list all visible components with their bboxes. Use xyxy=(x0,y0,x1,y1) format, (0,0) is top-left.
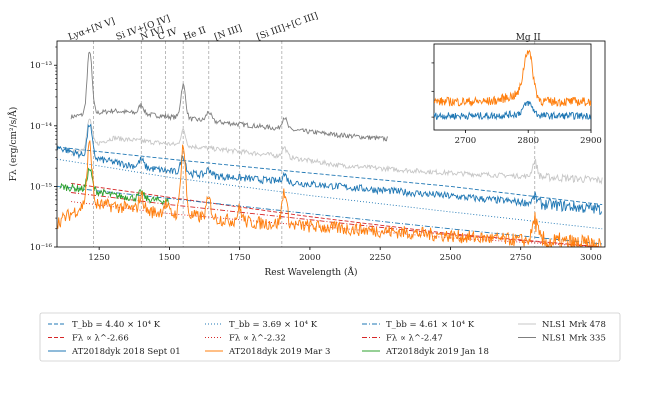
inset-series-group xyxy=(434,49,591,121)
legend-label-3: T_bb = 3.69 × 10⁴ K xyxy=(229,320,318,330)
series-group xyxy=(57,51,603,247)
legend: T_bb = 4.40 × 10⁴ K Fλ ∝ λ^-2.66 AT2018dyk… xyxy=(39,312,621,362)
x-tick-label: 2250 xyxy=(369,253,391,263)
y-tick-label: 10⁻¹⁵ xyxy=(30,182,53,192)
y-tick-label: 10⁻¹⁴ xyxy=(30,122,53,132)
legend-label-6: T_bb = 4.61 × 10⁴ K xyxy=(386,320,475,330)
inset-plot-area: 2700 2800 2900 Mg II xyxy=(431,33,602,146)
x-tick-label: 1750 xyxy=(229,253,251,263)
model-line-5 xyxy=(57,146,603,206)
legend-label-4: Fλ ∝ λ^-2.32 xyxy=(229,334,286,344)
spectrum-line-0 xyxy=(57,123,603,215)
x-tick-label: 1500 xyxy=(159,253,181,263)
legend-label-10: NLS1 Mrk 335 xyxy=(542,334,606,344)
main-plot-area: 1250 1500 1750 2000 2250 2500 2750 3000 10⁻¹⁶ 10⁻… xyxy=(7,11,606,278)
x-tick-label: 2750 xyxy=(510,253,532,263)
legend-label-1: Fλ ∝ λ^-2.66 xyxy=(72,334,129,344)
line-label: He II xyxy=(182,25,208,42)
y-tick-label: 10⁻¹⁶ xyxy=(30,243,53,253)
inset-x-tick-label: 2800 xyxy=(517,136,539,146)
inset-x-tick-label: 2700 xyxy=(455,136,477,146)
x-tick-label: 1250 xyxy=(88,253,110,263)
x-tick-label: 3000 xyxy=(580,253,602,263)
spectrum-line-4 xyxy=(70,51,388,142)
spectrum-line-1 xyxy=(57,140,602,247)
x-axis-label: Rest Wavelength (Å) xyxy=(264,266,357,278)
legend-box xyxy=(39,312,621,362)
x-tick-label: 2000 xyxy=(299,253,321,263)
legend-label-2: AT2018dyk 2018 Sept 01 xyxy=(71,347,181,357)
legend-label-0: T_bb = 4.40 × 10⁴ K xyxy=(72,320,161,330)
legend-label-7: Fλ ∝ λ^-2.47 xyxy=(386,334,443,344)
model-line-10 xyxy=(71,192,600,247)
x-tick-label: 2500 xyxy=(440,253,462,263)
spectrum-line-3 xyxy=(70,118,603,185)
inset-x-tick-label: 2900 xyxy=(580,136,602,146)
y-axis-label: Fλ (erg/cm²/s/Å) xyxy=(7,107,19,182)
y-tick-label: 10⁻¹³ xyxy=(30,61,52,71)
inset-line-orange xyxy=(434,49,591,108)
inset-line-blue xyxy=(434,100,591,121)
line-label: [Si III]+[C III] xyxy=(255,11,319,42)
model-line-6 xyxy=(71,182,600,247)
line-label: Lyα+[N V] xyxy=(67,17,116,43)
legend-label-5: AT2018dyk 2019 Mar 3 xyxy=(228,347,330,357)
inset-title: Mg II xyxy=(516,33,541,43)
line-label: [N III] xyxy=(213,24,243,43)
spectrum-line-2 xyxy=(59,167,170,206)
legend-label-9: NLS1 Mrk 478 xyxy=(542,320,606,330)
legend-label-8: AT2018dyk 2019 Jan 18 xyxy=(385,347,489,357)
